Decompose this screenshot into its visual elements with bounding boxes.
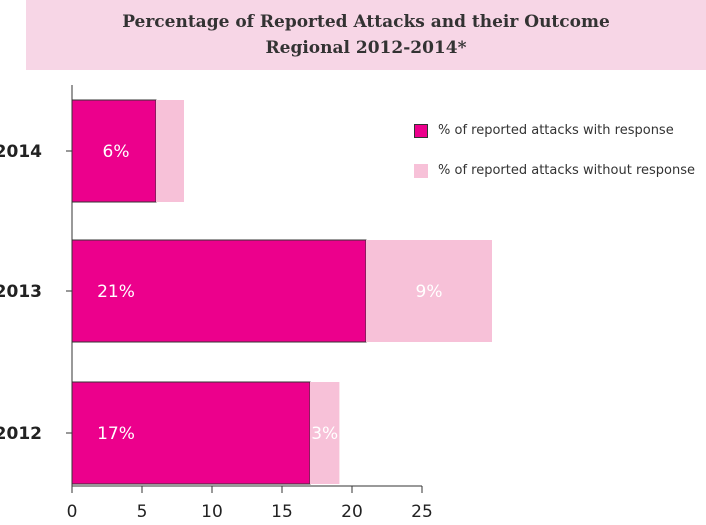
bar-2013-series-1 [366, 240, 492, 342]
x-tick-label-5: 5 [137, 502, 148, 522]
data-label-2012-series-0: 17% [97, 424, 135, 444]
legend-label-without-response: % of reported attacks without response [438, 163, 695, 178]
title-banner: Percentage of Reported Attacks and their… [26, 0, 706, 70]
data-label-2013-series-0: 21% [97, 282, 135, 302]
data-label-2014-series-0: 6% [103, 142, 130, 162]
chart-title: Percentage of Reported Attacks and their… [122, 12, 610, 32]
data-label-2013-series-1: 9% [416, 282, 443, 302]
bar-2012-series-1 [310, 382, 340, 484]
x-tick-label-20: 20 [341, 502, 363, 522]
chart-subtitle: Regional 2012-2014* [265, 38, 467, 58]
y-tick-label-2013: 2013 [0, 282, 42, 302]
legend-label-with-response: % of reported attacks with response [438, 123, 674, 138]
legend-swatch-without-response [414, 163, 428, 178]
y-tick-label-2012: 2012 [0, 424, 42, 444]
legend-item-without-response: % of reported attacks without response [414, 163, 695, 178]
bar-2014-series-0 [71, 99, 157, 203]
x-tick-label-10: 10 [201, 502, 223, 522]
x-tick-label-0: 0 [67, 502, 78, 522]
bar-2012-series-0 [71, 381, 311, 485]
bar-2014-series-1 [156, 100, 184, 202]
y-tick-label-2014: 2014 [0, 142, 42, 162]
x-tick-label-25: 25 [411, 502, 433, 522]
legend-item-with-response: % of reported attacks with response [414, 123, 674, 138]
bar-2013-series-0 [71, 239, 367, 343]
data-label-2012-series-1: 3% [311, 424, 338, 444]
legend-swatch-with-response [414, 123, 428, 138]
x-tick-label-15: 15 [271, 502, 293, 522]
